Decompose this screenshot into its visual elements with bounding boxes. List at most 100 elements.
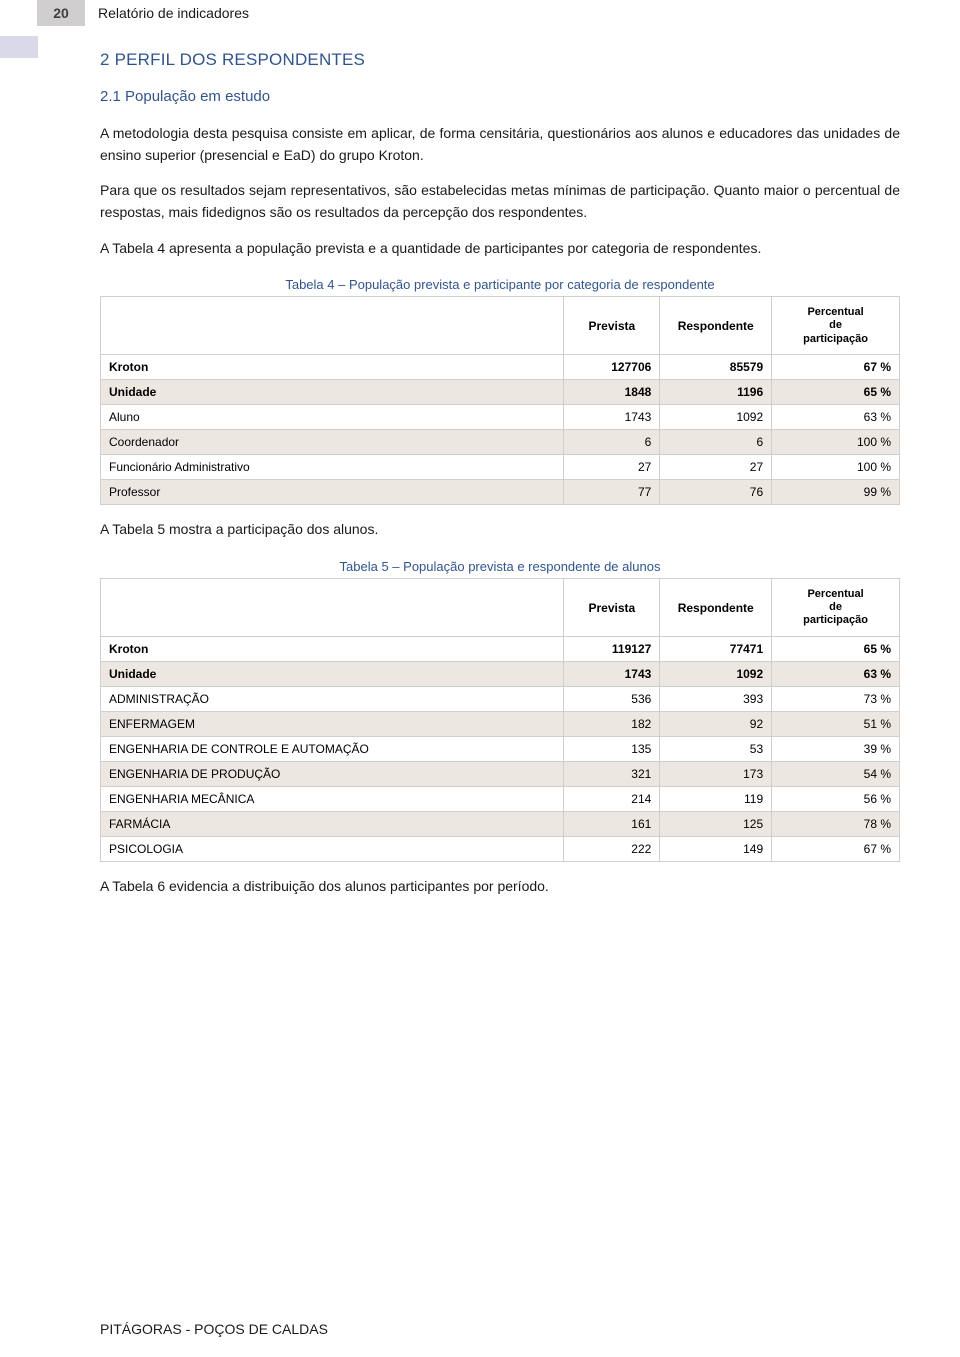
row-label: FARMÁCIA bbox=[101, 812, 564, 837]
cell-pct: 67 % bbox=[772, 837, 900, 862]
row-label: Kroton bbox=[101, 637, 564, 662]
paragraph: A metodologia desta pesquisa consiste em… bbox=[100, 123, 900, 166]
row-label: ADMINISTRAÇÃO bbox=[101, 687, 564, 712]
table-row: Professor777699 % bbox=[101, 480, 900, 505]
table-header-cell bbox=[101, 579, 564, 637]
cell-respondente: 85579 bbox=[660, 355, 772, 380]
table-caption: Tabela 4 – População prevista e particip… bbox=[100, 277, 900, 292]
cell-respondente: 173 bbox=[660, 762, 772, 787]
cell-prevista: 1743 bbox=[564, 405, 660, 430]
cell-pct: 63 % bbox=[772, 405, 900, 430]
row-label: PSICOLOGIA bbox=[101, 837, 564, 862]
table-row: Unidade1743109263 % bbox=[101, 662, 900, 687]
cell-respondente: 393 bbox=[660, 687, 772, 712]
cell-prevista: 77 bbox=[564, 480, 660, 505]
cell-respondente: 1196 bbox=[660, 380, 772, 405]
row-label: Unidade bbox=[101, 662, 564, 687]
table-header-cell bbox=[101, 297, 564, 355]
cell-pct: 65 % bbox=[772, 637, 900, 662]
document-header-title: Relatório de indicadores bbox=[98, 5, 249, 21]
cell-respondente: 77471 bbox=[660, 637, 772, 662]
cell-pct: 100 % bbox=[772, 430, 900, 455]
cell-prevista: 214 bbox=[564, 787, 660, 812]
cell-respondente: 6 bbox=[660, 430, 772, 455]
row-label: ENFERMAGEM bbox=[101, 712, 564, 737]
cell-pct: 51 % bbox=[772, 712, 900, 737]
row-label: Kroton bbox=[101, 355, 564, 380]
cell-pct: 78 % bbox=[772, 812, 900, 837]
table-header-cell: Respondente bbox=[660, 579, 772, 637]
cell-pct: 99 % bbox=[772, 480, 900, 505]
row-label: Unidade bbox=[101, 380, 564, 405]
page: 20 Relatório de indicadores 2 PERFIL DOS… bbox=[0, 0, 960, 1357]
heading-level-2: 2 PERFIL DOS RESPONDENTES bbox=[100, 50, 900, 70]
cell-pct: 39 % bbox=[772, 737, 900, 762]
table-row: Funcionário Administrativo2727100 % bbox=[101, 455, 900, 480]
cell-pct: 54 % bbox=[772, 762, 900, 787]
table-row: Aluno1743109263 % bbox=[101, 405, 900, 430]
cell-prevista: 127706 bbox=[564, 355, 660, 380]
table-row: Kroton1277068557967 % bbox=[101, 355, 900, 380]
cell-prevista: 182 bbox=[564, 712, 660, 737]
table-row: ENGENHARIA DE CONTROLE E AUTOMAÇÃO135533… bbox=[101, 737, 900, 762]
cell-respondente: 119 bbox=[660, 787, 772, 812]
cell-respondente: 92 bbox=[660, 712, 772, 737]
cell-prevista: 161 bbox=[564, 812, 660, 837]
page-number: 20 bbox=[53, 5, 69, 21]
cell-prevista: 135 bbox=[564, 737, 660, 762]
cell-prevista: 222 bbox=[564, 837, 660, 862]
cell-prevista: 1848 bbox=[564, 380, 660, 405]
side-decor bbox=[0, 36, 38, 58]
table-caption: Tabela 5 – População prevista e responde… bbox=[100, 559, 900, 574]
table-header-cell: Percentualdeparticipação bbox=[772, 297, 900, 355]
table-row: ENGENHARIA DE PRODUÇÃO32117354 % bbox=[101, 762, 900, 787]
cell-pct: 73 % bbox=[772, 687, 900, 712]
cell-respondente: 149 bbox=[660, 837, 772, 862]
table-row: FARMÁCIA16112578 % bbox=[101, 812, 900, 837]
cell-prevista: 321 bbox=[564, 762, 660, 787]
cell-respondente: 53 bbox=[660, 737, 772, 762]
table-header-cell: Prevista bbox=[564, 579, 660, 637]
page-footer: PITÁGORAS - POÇOS DE CALDAS bbox=[100, 1321, 328, 1337]
cell-respondente: 27 bbox=[660, 455, 772, 480]
row-label: Funcionário Administrativo bbox=[101, 455, 564, 480]
cell-prevista: 536 bbox=[564, 687, 660, 712]
paragraph: A Tabela 6 evidencia a distribuição dos … bbox=[100, 876, 900, 898]
table-row: PSICOLOGIA22214967 % bbox=[101, 837, 900, 862]
paragraph: A Tabela 5 mostra a participação dos alu… bbox=[100, 519, 900, 541]
table-header-cell: Respondente bbox=[660, 297, 772, 355]
row-label: Coordenador bbox=[101, 430, 564, 455]
table-header-cell: Percentualdeparticipação bbox=[772, 579, 900, 637]
paragraph: A Tabela 4 apresenta a população previst… bbox=[100, 238, 900, 260]
cell-respondente: 76 bbox=[660, 480, 772, 505]
heading-level-3: 2.1 População em estudo bbox=[100, 88, 900, 105]
table-row: Coordenador66100 % bbox=[101, 430, 900, 455]
content-area: 2 PERFIL DOS RESPONDENTES 2.1 População … bbox=[0, 0, 960, 898]
row-label: Professor bbox=[101, 480, 564, 505]
table-row: Kroton1191277747165 % bbox=[101, 637, 900, 662]
cell-prevista: 6 bbox=[564, 430, 660, 455]
table-row: ENFERMAGEM1829251 % bbox=[101, 712, 900, 737]
row-label: ENGENHARIA DE PRODUÇÃO bbox=[101, 762, 564, 787]
paragraph: Para que os resultados sejam representat… bbox=[100, 180, 900, 223]
page-number-tab: 20 bbox=[37, 0, 85, 26]
row-label: ENGENHARIA MECÂNICA bbox=[101, 787, 564, 812]
table-header-cell: Prevista bbox=[564, 297, 660, 355]
cell-respondente: 1092 bbox=[660, 405, 772, 430]
cell-pct: 65 % bbox=[772, 380, 900, 405]
cell-prevista: 119127 bbox=[564, 637, 660, 662]
row-label: Aluno bbox=[101, 405, 564, 430]
table-5: PrevistaRespondentePercentualdeparticipa… bbox=[100, 578, 900, 862]
cell-respondente: 125 bbox=[660, 812, 772, 837]
cell-prevista: 1743 bbox=[564, 662, 660, 687]
table-row: ADMINISTRAÇÃO53639373 % bbox=[101, 687, 900, 712]
row-label: ENGENHARIA DE CONTROLE E AUTOMAÇÃO bbox=[101, 737, 564, 762]
cell-pct: 56 % bbox=[772, 787, 900, 812]
cell-respondente: 1092 bbox=[660, 662, 772, 687]
cell-prevista: 27 bbox=[564, 455, 660, 480]
cell-pct: 63 % bbox=[772, 662, 900, 687]
table-4: PrevistaRespondentePercentualdeparticipa… bbox=[100, 296, 900, 505]
cell-pct: 67 % bbox=[772, 355, 900, 380]
cell-pct: 100 % bbox=[772, 455, 900, 480]
table-row: Unidade1848119665 % bbox=[101, 380, 900, 405]
